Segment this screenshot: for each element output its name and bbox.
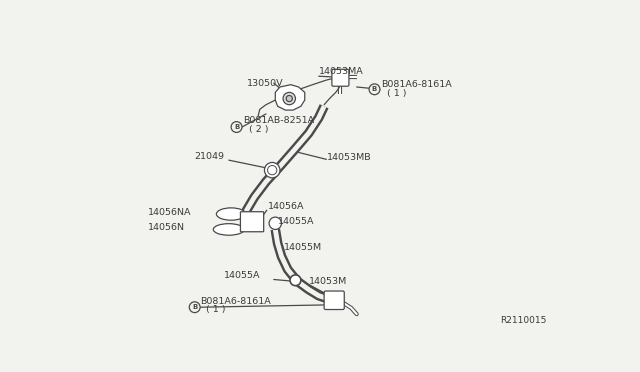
Text: 14055A: 14055A [278, 217, 314, 226]
Text: 13050V: 13050V [246, 78, 284, 88]
Circle shape [264, 163, 280, 178]
Circle shape [268, 166, 277, 175]
Circle shape [283, 92, 296, 105]
Circle shape [189, 302, 200, 312]
Circle shape [290, 275, 301, 286]
Text: ( 1 ): ( 1 ) [387, 89, 406, 97]
Text: 14053MB: 14053MB [326, 153, 371, 162]
Text: B: B [372, 86, 377, 92]
FancyBboxPatch shape [332, 69, 349, 86]
Text: B: B [234, 124, 239, 130]
Text: 14055M: 14055M [284, 243, 322, 251]
Text: 14055A: 14055A [224, 271, 260, 280]
Text: B081AB-8251A: B081AB-8251A [243, 116, 314, 125]
Polygon shape [275, 85, 305, 110]
Text: 21049: 21049 [195, 152, 225, 161]
FancyBboxPatch shape [324, 291, 344, 310]
Text: 14056N: 14056N [148, 224, 185, 232]
Circle shape [286, 96, 292, 102]
Text: 14056NA: 14056NA [148, 208, 192, 217]
Ellipse shape [213, 224, 244, 235]
Circle shape [269, 217, 282, 230]
Text: 14056A: 14056A [268, 202, 304, 211]
Text: B081A6-8161A: B081A6-8161A [200, 296, 271, 305]
FancyBboxPatch shape [241, 212, 264, 232]
Text: R2110015: R2110015 [500, 316, 547, 325]
Ellipse shape [216, 208, 246, 220]
Text: B081A6-8161A: B081A6-8161A [381, 80, 451, 89]
Text: ( 2 ): ( 2 ) [249, 125, 268, 134]
Circle shape [369, 84, 380, 95]
Text: 14053MA: 14053MA [319, 67, 364, 76]
Text: B: B [192, 304, 197, 310]
Text: ( 1 ): ( 1 ) [206, 305, 226, 314]
Circle shape [231, 122, 242, 132]
Text: 14053M: 14053M [309, 276, 348, 286]
